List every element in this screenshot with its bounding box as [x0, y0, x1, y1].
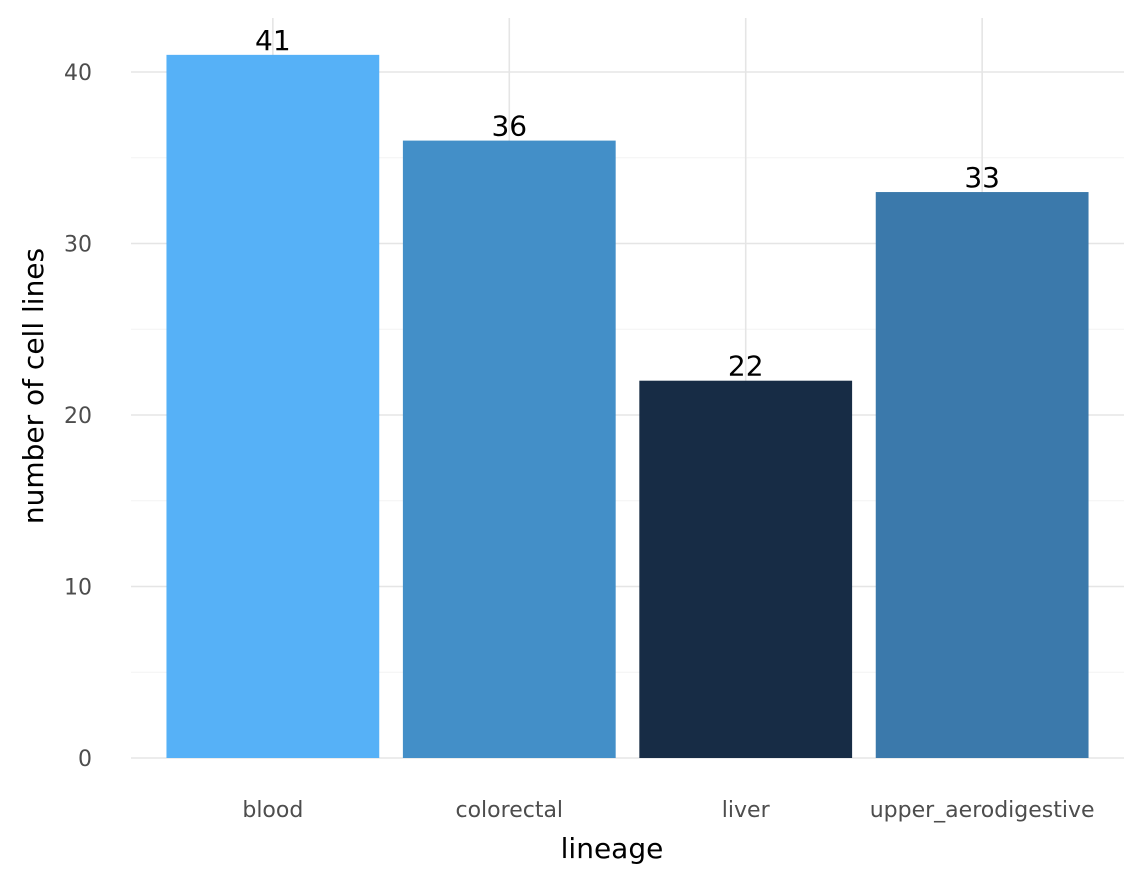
x-tick-label: upper_aerodigestive	[870, 798, 1095, 823]
y-axis-ticks: 0 10 20 30 40	[64, 61, 92, 772]
y-tick-label: 40	[64, 61, 92, 86]
data-label-colorectal: 36	[491, 110, 527, 143]
x-tick-label: colorectal	[456, 798, 564, 823]
x-tick-label: liver	[722, 798, 771, 823]
x-axis-title: lineage	[561, 832, 664, 865]
bar-liver	[639, 380, 853, 758]
y-tick-label: 20	[64, 404, 92, 429]
x-axis-ticks: blood colorectal liver upper_aerodigestive	[242, 798, 1094, 823]
bars	[166, 54, 1089, 759]
data-labels: 41 36 22 33	[255, 24, 1000, 383]
y-tick-label: 0	[78, 747, 92, 772]
bar-upper_aerodigestive	[875, 192, 1089, 759]
data-label-liver: 22	[728, 350, 764, 383]
y-tick-label: 30	[64, 233, 92, 258]
data-label-upper_aerodigestive: 33	[964, 161, 1000, 194]
y-tick-label: 10	[64, 576, 92, 601]
bar-colorectal	[402, 140, 616, 759]
x-tick-label: blood	[242, 798, 303, 823]
data-label-blood: 41	[255, 24, 291, 57]
y-axis-title: number of cell lines	[17, 248, 50, 524]
bar-blood	[166, 54, 380, 759]
